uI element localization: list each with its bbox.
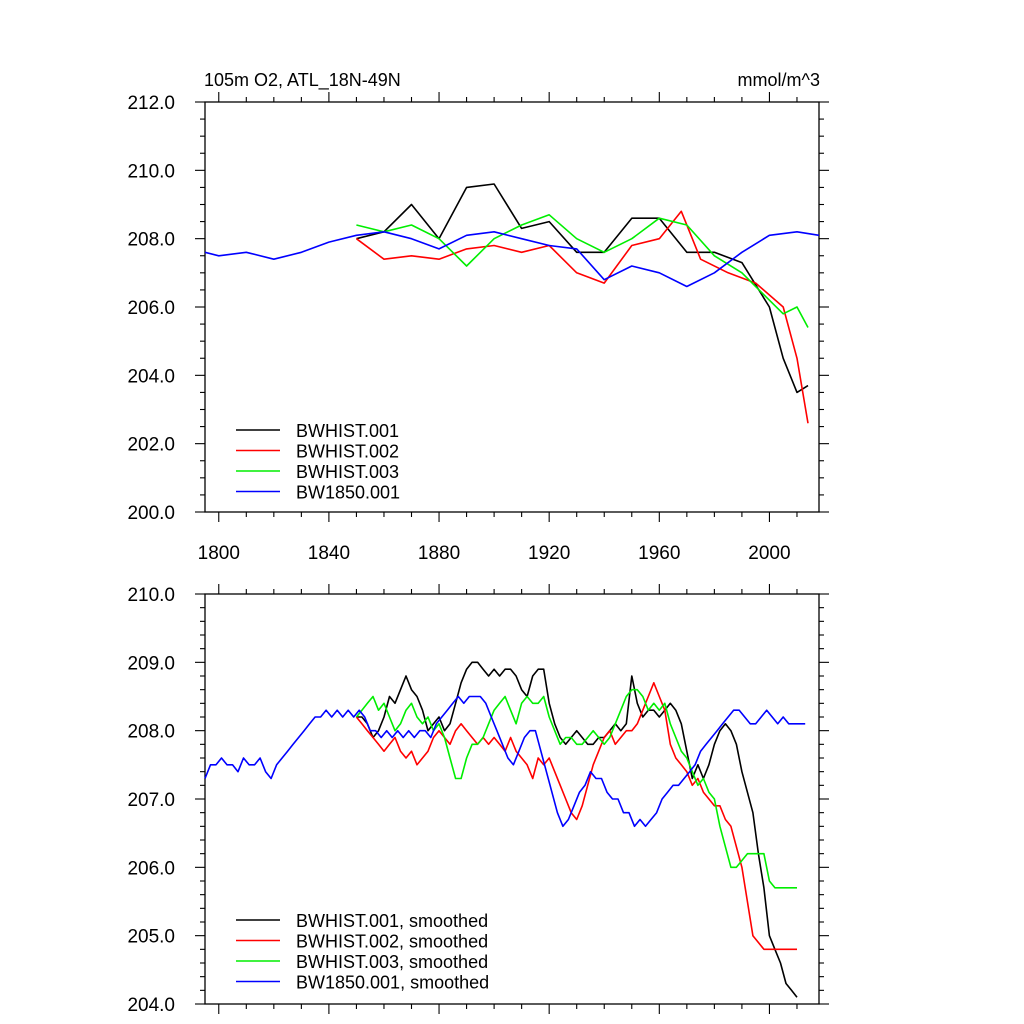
y-tick-label: 200.0 xyxy=(127,503,175,524)
x-tick-label: 1920 xyxy=(528,543,570,564)
series-lines xyxy=(204,661,806,998)
y-tick-label: 206.0 xyxy=(127,858,175,879)
legend-label: BWHIST.001, smoothed xyxy=(296,911,488,931)
y-tick-label: 208.0 xyxy=(127,230,175,251)
series-line xyxy=(204,695,806,828)
legend-label: BWHIST.002 xyxy=(296,442,399,462)
y-tick-label: 204.0 xyxy=(127,995,175,1016)
ticks xyxy=(195,92,829,522)
legend-label: BWHIST.003 xyxy=(296,462,399,482)
legend-label: BWHIST.003, smoothed xyxy=(296,952,488,972)
y-tick-label: 207.0 xyxy=(127,790,175,811)
bottom-panel: 204.0 205.0 206.0 207.0 208.0 209.0 210.0 BWHI… xyxy=(127,584,829,1016)
x-tick-label: 1880 xyxy=(418,543,460,564)
y-tick-label: 205.0 xyxy=(127,927,175,948)
series-line xyxy=(356,661,798,998)
x-tick-label: 1840 xyxy=(308,543,350,564)
y-tick-label: 212.0 xyxy=(127,93,175,114)
legend-label: BW1850.001, smoothed xyxy=(296,973,489,993)
y-tick-label: 210.0 xyxy=(127,585,175,606)
y-tick-labels: 204.0 205.0 206.0 207.0 208.0 209.0 210.0 xyxy=(127,585,175,1016)
y-tick-label: 209.0 xyxy=(127,653,175,674)
y-tick-labels: 200.0 202.0 204.0 206.0 208.0 210.0 212.0 xyxy=(127,93,175,524)
series-line xyxy=(356,183,809,394)
series-lines xyxy=(204,183,820,424)
series-line xyxy=(355,688,797,889)
top-panel: 105m O2, ATL_18N-49N mmol/m^3 200.0 202.0… xyxy=(127,70,829,564)
legend-label: BW1850.001 xyxy=(296,483,400,503)
series-line xyxy=(355,210,809,424)
y-tick-label: 204.0 xyxy=(127,366,175,387)
series-line xyxy=(356,214,809,328)
y-tick-label: 208.0 xyxy=(127,722,175,743)
y-tick-label: 210.0 xyxy=(127,161,175,182)
x-tick-label: 1800 xyxy=(198,543,240,564)
ticks xyxy=(195,584,829,1014)
x-tick-labels: 1800 1840 1880 1920 1960 2000 xyxy=(198,543,791,564)
chart-title: 105m O2, ATL_18N-49N xyxy=(204,70,401,91)
y-tick-label: 202.0 xyxy=(127,435,175,456)
series-line xyxy=(355,681,797,951)
legend-label: BWHIST.001 xyxy=(296,421,399,441)
x-tick-label: 1960 xyxy=(638,543,680,564)
units-label: mmol/m^3 xyxy=(738,70,820,90)
legend-label: BWHIST.002, smoothed xyxy=(296,932,488,952)
series-line xyxy=(204,231,820,288)
y-tick-label: 206.0 xyxy=(127,298,175,319)
x-tick-label: 2000 xyxy=(748,543,790,564)
